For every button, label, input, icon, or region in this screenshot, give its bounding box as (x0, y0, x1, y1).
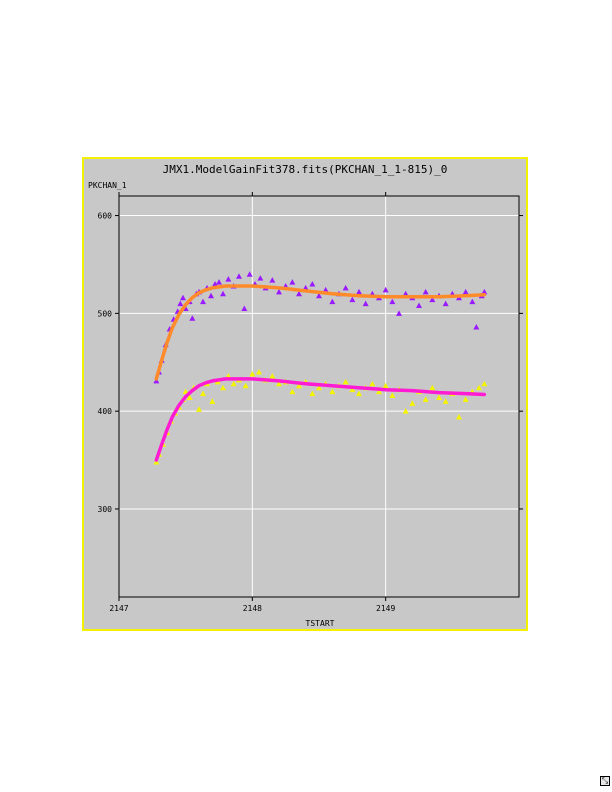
series-point-0 (329, 298, 336, 305)
series-point-0 (429, 296, 436, 303)
series-point-1 (356, 390, 362, 397)
series-point-0 (177, 300, 184, 307)
series-point-0 (396, 310, 402, 316)
series-point-0 (220, 290, 226, 297)
series-point-1 (316, 384, 322, 391)
x-tick-label: 2149 (376, 604, 395, 613)
series-point-1 (462, 396, 469, 402)
series-point-1 (409, 400, 416, 406)
series-point-0 (402, 290, 409, 297)
series-point-0 (316, 292, 322, 299)
y-tick-label: 500 (98, 309, 113, 318)
series-point-1 (429, 384, 436, 391)
series-point-1 (442, 398, 449, 404)
series-point-0 (289, 279, 296, 285)
series-point-1 (209, 398, 216, 404)
series-point-0 (382, 286, 389, 293)
series-point-1 (196, 406, 202, 412)
series-point-1 (389, 392, 396, 399)
x-tick-label: 2147 (109, 604, 128, 613)
plot-area: 300 400 500 600 2147 2148 2149 (98, 192, 523, 613)
series-point-0 (462, 288, 469, 295)
y-tick-label: 300 (98, 505, 113, 514)
series-point-1 (186, 394, 193, 400)
series-point-0 (349, 296, 356, 303)
series-point-1 (276, 380, 282, 387)
series-point-0 (246, 271, 253, 277)
series-point-0 (342, 284, 349, 291)
series-point-0 (180, 294, 186, 301)
series-point-0 (362, 300, 369, 307)
series-point-1 (402, 408, 409, 414)
series-point-1 (436, 394, 442, 400)
series-point-0 (389, 298, 396, 305)
chart: JMX1.ModelGainFit378.fits(PKCHAN_1_1-815… (88, 163, 523, 628)
series-point-0 (473, 324, 480, 330)
series-point-0 (241, 305, 248, 311)
series-point-1 (342, 378, 349, 385)
series-point-1 (256, 369, 262, 375)
series-point-0 (422, 288, 429, 295)
y-tick-label: 400 (98, 407, 113, 416)
series-point-0 (225, 276, 232, 282)
series-point-1 (289, 388, 296, 395)
series-point-1 (476, 384, 482, 391)
plot-border (118, 195, 520, 598)
series-point-0 (442, 300, 449, 307)
series-point-0 (200, 298, 206, 305)
plot-window: JMX1.ModelGainFit378.fits(PKCHAN_1_1-815… (82, 157, 610, 786)
chart-title: JMX1.ModelGainFit378.fits(PKCHAN_1_1-815… (163, 163, 448, 176)
y-axis-label: PKCHAN_1 (88, 181, 127, 190)
series-point-1 (230, 380, 237, 387)
series-point-1 (369, 380, 376, 387)
series-point-0 (269, 277, 276, 283)
series-point-0 (216, 279, 222, 285)
series-point-1 (382, 382, 389, 389)
series-point-0 (469, 298, 476, 305)
series-point-1 (269, 372, 276, 379)
series-point-0 (481, 288, 488, 295)
series-point-1 (309, 390, 316, 397)
series-point-0 (189, 315, 196, 321)
series-point-1 (182, 388, 189, 395)
series-point-0 (236, 273, 242, 279)
resize-icon[interactable]: ⤡ (600, 776, 610, 786)
series-point-1 (242, 382, 249, 389)
series-point-1 (456, 414, 462, 420)
series-point-0 (257, 275, 264, 281)
series-point-0 (276, 288, 282, 295)
series-point-0 (296, 290, 302, 297)
series-point-1 (200, 390, 206, 397)
series-point-1 (349, 386, 356, 393)
series-point-0 (322, 286, 329, 293)
series-point-1 (329, 388, 336, 395)
series-point-1 (296, 382, 302, 389)
series-point-1 (220, 384, 226, 391)
series-point-1 (249, 371, 256, 377)
series-point-1 (225, 372, 232, 379)
series-point-0 (212, 281, 218, 287)
series-point-0 (416, 302, 422, 309)
series-line-2 (154, 284, 487, 381)
series-point-1 (376, 388, 382, 395)
x-axis-label: TSTART (306, 619, 335, 628)
series-point-0 (208, 292, 214, 299)
x-tick-label: 2148 (243, 604, 262, 613)
series-line-3 (154, 377, 487, 462)
series-point-0 (356, 288, 362, 295)
series-point-1 (481, 380, 488, 387)
series-point-0 (309, 281, 316, 287)
y-tick-label: 600 (98, 212, 113, 221)
series-point-1 (422, 396, 429, 402)
